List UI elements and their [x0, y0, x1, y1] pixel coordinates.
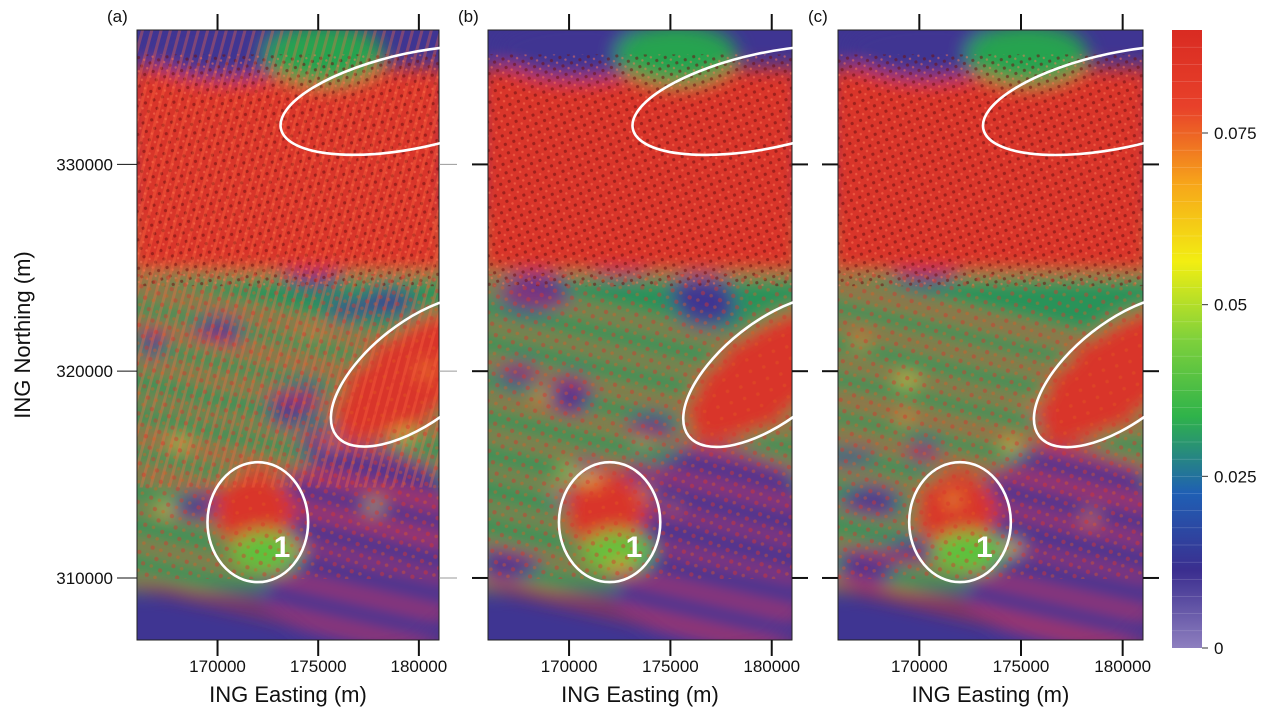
x-axis-label: ING Easting (m) [209, 682, 367, 707]
plot-frame [837, 29, 1144, 641]
annotation-ellipse-1 [206, 460, 310, 584]
colorbar-tick-label: 0.075 [1214, 124, 1257, 143]
x-tick-label: 175000 [290, 657, 347, 676]
map-panel-3: 1 2 3 170000 175000 180000 (c) ING Easting (m) [808, 7, 1256, 707]
y-tick-label: 320000 [56, 362, 113, 381]
colorbar-tick-label: 0 [1214, 639, 1223, 658]
map-panel-2: 1 2 3 170000 175000 180000 (b) ING Easting (m) [458, 7, 905, 707]
annotation-label-2: 2 [1155, 75, 1172, 108]
x-tick-label: 170000 [189, 657, 246, 676]
colorbar-gradient [1172, 30, 1202, 648]
annotation-label-2: 2 [450, 75, 467, 108]
x-tick-label: 180000 [390, 657, 447, 676]
annotation-label-2: 2 [803, 75, 820, 108]
y-tick-label: 330000 [56, 155, 113, 174]
y-axis-label: ING Northing (m) [10, 251, 35, 418]
y-tick-label: 310000 [56, 569, 113, 588]
map-panel-1: 1 2 3 170000 175000 180000 310000 320000 330000 (… [10, 7, 551, 707]
panel-label: (c) [808, 7, 828, 26]
colorbar-tick-label: 0.025 [1214, 467, 1257, 486]
annotation-label-1: 1 [976, 531, 993, 564]
annotation-label-1: 1 [274, 531, 291, 564]
annotation-ellipse-1 [557, 460, 662, 584]
x-tick-label: 180000 [743, 657, 800, 676]
map-field [488, 30, 792, 640]
annotation-ellipse-1 [907, 460, 1013, 584]
plot-frame [487, 29, 793, 641]
map-field [137, 30, 439, 640]
panel-label: (b) [458, 7, 479, 26]
annotation-label-1: 1 [626, 531, 643, 564]
annotation-label-3: 3 [795, 346, 812, 379]
x-axis-label: ING Easting (m) [912, 682, 1070, 707]
plot-frame [136, 29, 440, 641]
x-axis-label: ING Easting (m) [561, 682, 719, 707]
x-tick-label: 175000 [642, 657, 699, 676]
annotation-ellipse-3 [1032, 293, 1213, 449]
annotation-label-3: 3 [1146, 346, 1163, 379]
map-field [838, 30, 1143, 640]
x-tick-label: 170000 [541, 657, 598, 676]
annotation-label-3: 3 [442, 346, 459, 379]
colorbar-tick-label: 0.05 [1214, 296, 1247, 315]
x-tick-label: 175000 [993, 657, 1050, 676]
panel-label: (a) [107, 7, 128, 26]
x-tick-label: 180000 [1094, 657, 1151, 676]
annotation-ellipse-2 [981, 44, 1256, 157]
colorbar: 0 0.025 0.05 0.075 [1172, 30, 1257, 658]
x-tick-label: 170000 [891, 657, 948, 676]
